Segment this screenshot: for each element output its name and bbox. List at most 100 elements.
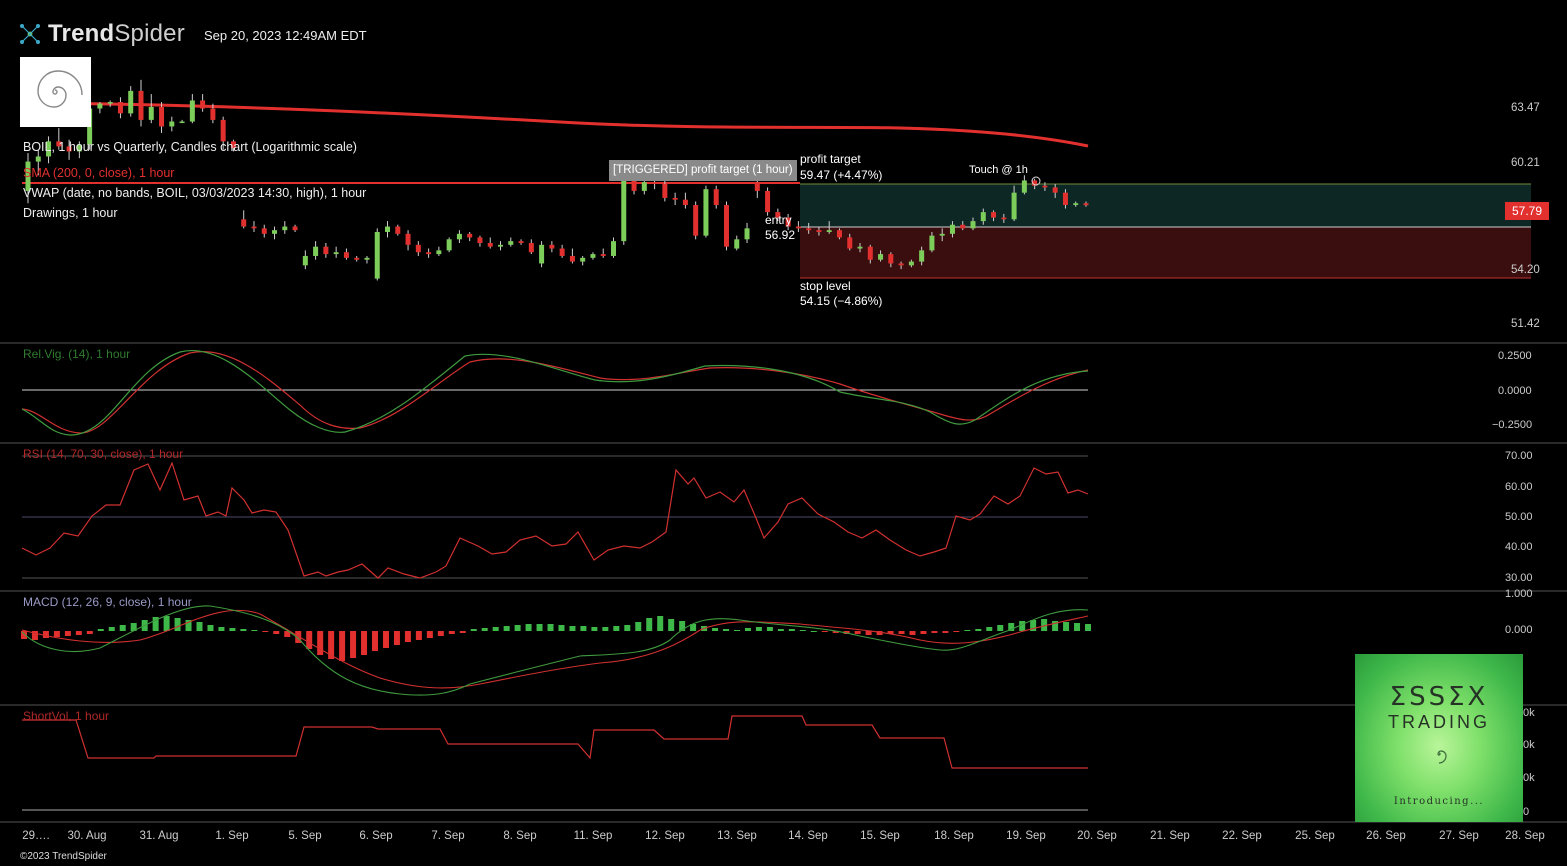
macd-tick: 1.000	[1505, 588, 1533, 600]
date-tick: 15. Sep	[860, 830, 900, 842]
relvig-green-line	[21, 349, 1089, 436]
macd-bar	[108, 627, 115, 631]
macd-bar	[21, 631, 27, 639]
candle-body	[518, 241, 524, 243]
date-tick: 26. Sep	[1366, 830, 1406, 842]
macd-bar	[382, 631, 389, 648]
price-tick: 60.21	[1511, 157, 1540, 169]
triggered-label[interactable]: [TRIGGERED] profit target (1 hour)	[609, 160, 797, 181]
candle-body	[775, 212, 781, 218]
macd-tick: 0.000	[1505, 624, 1533, 636]
touch-marker[interactable]	[1031, 176, 1041, 186]
macd-bar	[646, 618, 653, 631]
macd-bar	[262, 631, 269, 632]
candle-body	[189, 100, 195, 122]
legend-drawings[interactable]: Drawings, 1 hour	[23, 206, 118, 220]
macd-bar	[733, 630, 740, 631]
macd-bar	[317, 631, 324, 655]
candle-body	[672, 197, 678, 200]
stop-zone	[800, 227, 1531, 278]
relvig-title[interactable]: Rel.Vig. (14), 1 hour	[23, 347, 131, 361]
candle-body	[528, 242, 534, 253]
legend-vwap[interactable]: VWAP (date, no bands, BOIL, 03/03/2023 1…	[23, 186, 367, 200]
candle-body	[734, 239, 740, 249]
macd-title[interactable]: MACD (12, 26, 9, close), 1 hour	[23, 595, 192, 609]
candle-body	[600, 254, 606, 256]
macd-bar	[898, 631, 905, 634]
macd-bar	[514, 625, 521, 631]
candle-body	[159, 106, 165, 127]
candle-body	[785, 217, 791, 227]
candle-body	[76, 144, 82, 152]
candle-body	[467, 233, 473, 238]
date-tick: 13. Sep	[717, 830, 757, 842]
candle-body	[713, 189, 719, 206]
macd-bar	[679, 621, 686, 631]
candle-body	[559, 248, 565, 256]
rsi-title[interactable]: RSI (14, 70, 30, close), 1 hour	[23, 447, 184, 461]
candle-body	[980, 212, 986, 222]
candle-body	[426, 252, 432, 255]
shortvol-title[interactable]: ShortVol, 1 hour	[23, 709, 110, 723]
candle-body	[1062, 192, 1068, 206]
legend-main[interactable]: BOIL, 1 hour vs Quarterly, Candles chart…	[23, 140, 357, 154]
macd-bar	[31, 631, 38, 640]
candle-body	[970, 221, 976, 229]
macd-bar	[635, 622, 642, 631]
macd-bar	[723, 629, 730, 631]
date-tick: 12. Sep	[645, 830, 685, 842]
macd-bar	[481, 628, 488, 631]
macd-bar	[624, 625, 631, 631]
macd-bar	[251, 630, 258, 631]
candle-body	[498, 244, 504, 247]
spider-icon	[20, 24, 40, 44]
macd-bar	[843, 631, 850, 634]
shortvol-tick: 0k	[1523, 772, 1535, 784]
candle-body	[806, 228, 812, 231]
macd-bar	[865, 631, 872, 635]
macd-bar	[64, 631, 71, 636]
essex-trading-ad[interactable]: ΣSSΣX TRADING Introducing...	[1355, 654, 1523, 822]
shortvol-tick: 0	[1523, 806, 1530, 818]
entry-label: entry	[765, 213, 792, 227]
legend-sma[interactable]: SMA (200, 0, close), 1 hour	[23, 166, 175, 180]
macd-bar	[218, 627, 225, 631]
macd-bar	[547, 624, 554, 631]
macd-bar	[788, 629, 795, 631]
macd-bar	[799, 630, 806, 631]
relvig-tick: 0.2500	[1498, 350, 1532, 362]
shortvol-tick: 0k	[1523, 739, 1535, 751]
candle-body	[200, 100, 206, 109]
macd-bar	[448, 631, 455, 634]
macd-bar	[657, 616, 664, 631]
candle-body	[364, 257, 370, 260]
macd-bar	[75, 631, 82, 635]
candle-body	[128, 90, 134, 114]
date-tick: 5. Sep	[288, 830, 321, 842]
macd-bar	[755, 627, 762, 631]
ad-intro: Introducing...	[1393, 796, 1485, 807]
current-price-tag: 57.79	[1505, 202, 1549, 220]
macd-bar	[492, 627, 499, 631]
candle-body	[826, 230, 832, 232]
candle-body	[107, 102, 113, 104]
date-tick: 18. Sep	[934, 830, 974, 842]
ad-subtitle: TRADING	[1388, 712, 1490, 732]
macd-bar	[240, 629, 247, 631]
macd-bar	[97, 629, 104, 631]
candle-body	[539, 244, 545, 264]
macd-bar	[295, 631, 302, 643]
candle-body	[878, 254, 884, 260]
candle-body	[929, 235, 935, 251]
candle-body	[395, 226, 401, 234]
rsi-tick: 40.00	[1505, 541, 1533, 553]
macd-bar	[536, 624, 543, 631]
macd-signal-line	[21, 609, 1089, 689]
candle-body	[857, 246, 863, 249]
candle-body	[508, 241, 514, 245]
candle-body	[703, 189, 709, 236]
candle-body	[1011, 192, 1017, 220]
candle-body	[169, 121, 175, 127]
candle-body	[477, 237, 483, 243]
